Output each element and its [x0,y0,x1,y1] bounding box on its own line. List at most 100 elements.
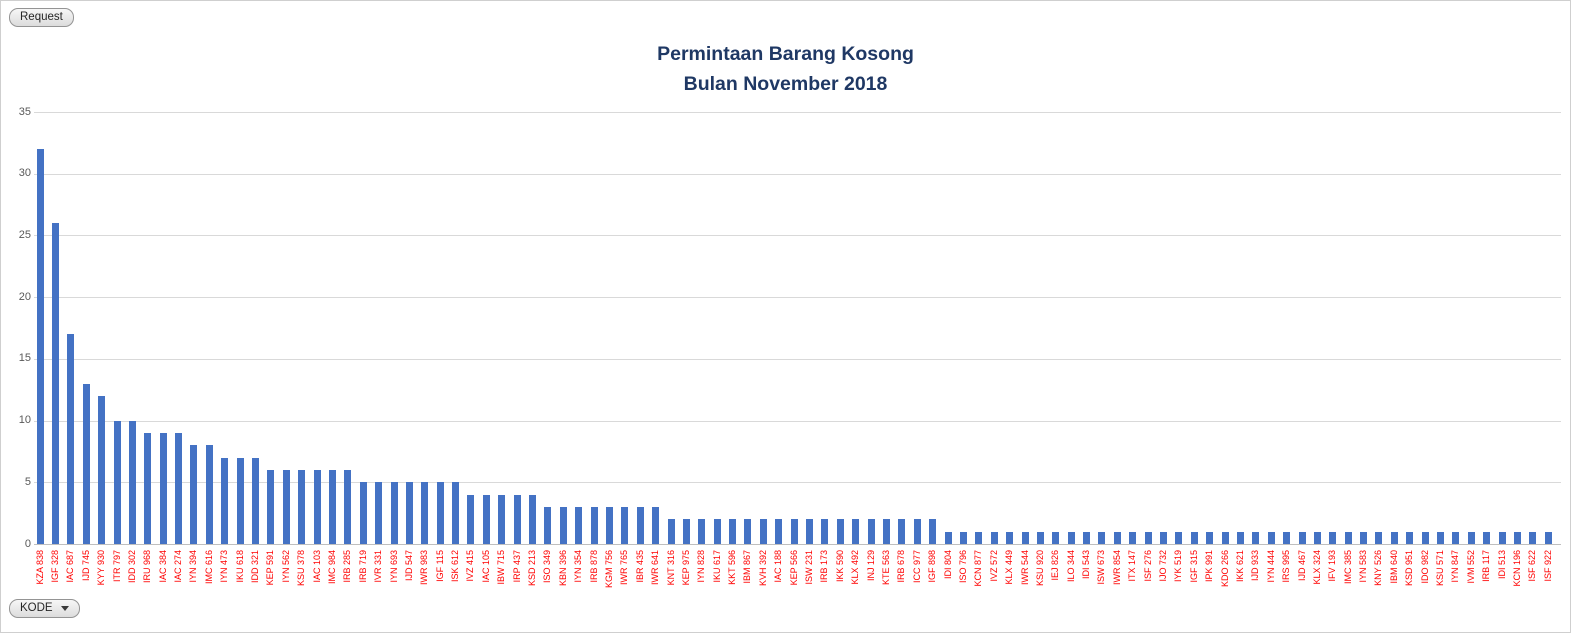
x-axis-category-label: IVR 331 [373,550,384,583]
bar [190,445,198,544]
bar [452,482,459,544]
bar [1313,531,1321,544]
x-axis-line [34,544,1561,545]
y-axis-tick-label: 10 [18,414,31,426]
bar [1175,531,1183,544]
bar [883,519,890,544]
x-axis-category-label: IWR 854 [1111,550,1122,586]
x-axis-category-label: IAC 274 [173,550,183,583]
x-axis-category-label: IAC 687 [65,550,76,583]
bar [590,507,598,544]
bar [1160,531,1167,544]
x-axis-category-label: IYN 473 [219,550,230,583]
bar [421,482,429,544]
x-axis-category-label: IMC 984 [326,550,337,585]
x-axis-category-label: KKT 596 [727,550,738,585]
x-axis-category-label: IVM 552 [1465,550,1476,584]
pivot-field-button-request[interactable]: Request [9,8,74,27]
x-axis-category-label: KEP 566 [788,550,799,586]
x-axis-category-label: IGF 328 [49,550,60,583]
x-axis-category-label: IKU 618 [234,550,245,583]
x-axis-category-label: IWR 641 [650,550,661,586]
x-axis-category-label: IJO 732 [1158,550,1168,582]
bar [1129,531,1137,544]
bar [1113,531,1121,544]
bar [806,519,813,544]
gridline [34,112,1561,113]
pivot-field-button-request-label: Request [20,11,63,23]
bar [1467,531,1475,544]
bar [1190,531,1198,544]
bar [252,457,259,544]
bar [682,519,690,544]
x-axis-category-label: IAC 103 [311,550,322,583]
x-axis-category-label: IRB 878 [588,550,599,583]
x-axis-category-label: ISF 622 [1527,550,1538,582]
bar [1206,531,1214,544]
bar [1544,531,1552,544]
gridline [34,482,1561,483]
bar [498,494,506,544]
bar [1283,531,1291,544]
x-axis-category-label: IFV 193 [1327,550,1338,582]
x-axis-category-label: ITR 797 [111,550,122,583]
bar [1144,531,1152,544]
x-axis-category-label: ISW 673 [1096,550,1107,585]
x-axis-category-label: IDD 321 [250,550,260,584]
x-axis-category-label: ITX 147 [1127,550,1138,582]
bar [375,482,383,544]
x-axis-category-label: IYK 519 [1173,550,1184,583]
x-axis-category-label: IWR 544 [1019,550,1030,586]
x-axis-category-label: IJD 745 [80,550,91,582]
x-axis-category-label: IPK 991 [1204,550,1215,583]
x-axis-category-label: KVH 392 [757,550,768,587]
bar [1452,531,1460,544]
x-axis-category-label: IRB 173 [819,550,830,583]
bar [775,519,783,544]
bar [1236,531,1244,544]
x-axis-category-label: IYN 828 [696,550,707,583]
bar [205,445,213,544]
bar [221,457,229,544]
x-axis-category-label: IMC 385 [1342,550,1353,585]
x-axis-category-label: IYN 562 [280,550,291,583]
bar [975,531,983,544]
x-axis-category-label: IDD 302 [126,550,137,584]
x-axis-category-label: ICC 977 [911,550,922,584]
bar [605,507,613,544]
bar [1529,531,1537,544]
y-axis-tick-label: 25 [18,229,31,241]
bar [913,519,921,544]
chart-title-line-2: Bulan November 2018 [683,73,888,95]
x-axis-category-label: IWR 983 [419,550,430,586]
x-axis-category-label: KSD 951 [1404,550,1415,587]
bar [559,507,567,544]
gridline [34,174,1561,175]
x-axis-category-label: IRU 968 [142,550,153,584]
bar [113,420,121,544]
bar [544,507,552,544]
y-axis-tick-label: 20 [18,291,31,303]
x-axis-category-label: ISO 349 [542,550,553,584]
bar [1513,531,1521,544]
x-axis-category-label: IGF 115 [434,550,445,582]
x-axis-category-label: IAC 188 [773,550,784,583]
y-axis-tick-label: 15 [18,352,31,364]
bar [529,494,536,544]
x-axis-category-label: KNT 316 [665,550,676,586]
bar [744,519,752,544]
bar [1437,531,1444,544]
x-axis-category-label: IDI 543 [1081,550,1091,580]
x-axis-category-label: IYN 847 [1450,550,1461,583]
bar [1021,531,1029,544]
bar [944,531,952,544]
bar [359,482,367,544]
x-axis-category-label: KSU 378 [296,550,307,587]
bar [1298,531,1306,544]
bar [1390,531,1398,544]
x-axis-category-label: ISK 612 [450,550,460,583]
x-axis-category-label: KLX 449 [1004,550,1015,585]
x-axis-category-label: IRB 719 [357,550,368,583]
x-axis-category-label: IGF 898 [927,550,938,583]
pivot-field-button-kode[interactable]: KODE [9,599,80,618]
